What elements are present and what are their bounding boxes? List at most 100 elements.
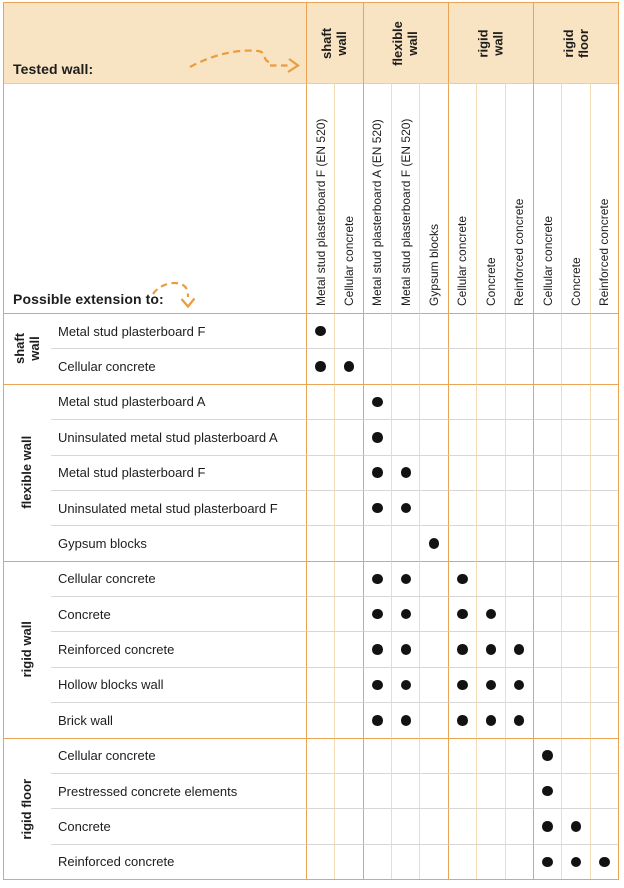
- matrix-cell: [306, 631, 335, 667]
- column-group-label: flexible wall: [390, 20, 420, 66]
- matrix-cell: [561, 454, 590, 490]
- row-label-text: Prestressed concrete elements: [58, 783, 238, 799]
- column-header-label: Metal stud plasterboard F (EN 520): [398, 118, 413, 306]
- dot-marker: [372, 715, 383, 726]
- row-label: Uninsulated metal stud plasterboard A: [51, 419, 306, 454]
- matrix-cell: [476, 419, 505, 455]
- matrix-cell: [447, 631, 477, 667]
- matrix-cell: [589, 737, 618, 773]
- matrix-cell: [504, 596, 533, 632]
- dot-marker: [457, 679, 468, 691]
- matrix-cell: [306, 560, 335, 596]
- dot-marker: [428, 538, 440, 549]
- matrix-cell: [532, 843, 562, 879]
- matrix-cell: [476, 560, 505, 596]
- row-label: Metal stud plasterboard A: [51, 383, 306, 419]
- dot-marker: [513, 679, 525, 691]
- matrix-cell: [362, 772, 392, 809]
- matrix-cell: [476, 313, 505, 349]
- matrix-cell: [561, 560, 590, 596]
- matrix-cell: [476, 454, 505, 490]
- matrix-cell: [589, 560, 618, 596]
- matrix-cell: [561, 772, 590, 809]
- column-group-label: rigid floor: [560, 28, 590, 58]
- matrix-cell: [391, 383, 420, 420]
- matrix-cell: [391, 525, 420, 561]
- matrix-cell: [589, 666, 618, 703]
- dot-marker: [400, 608, 412, 620]
- matrix-cell: [532, 525, 562, 561]
- column-header-label: Gypsum blocks: [427, 223, 442, 306]
- dot-marker: [485, 715, 497, 726]
- matrix-cell: [419, 454, 448, 490]
- matrix-cell: [589, 525, 618, 561]
- matrix-cell: [532, 383, 562, 420]
- column-group-label: shaft wall: [319, 27, 349, 59]
- matrix-cell: [419, 419, 448, 455]
- matrix-cell: [589, 348, 618, 384]
- matrix-cell: [419, 313, 448, 349]
- matrix-cell: [334, 702, 363, 738]
- matrix-cell: [334, 808, 363, 844]
- column-header-label: Metal stud plasterboard F (EN 520): [313, 118, 328, 306]
- column-header: Cellular concrete: [532, 83, 562, 313]
- matrix-cell: [504, 454, 533, 490]
- matrix-cell: [362, 419, 392, 455]
- matrix-cell: [334, 560, 363, 596]
- matrix-cell: [362, 383, 392, 420]
- dot-marker: [400, 679, 412, 691]
- matrix-cell: [391, 666, 420, 703]
- matrix-cell: [419, 666, 448, 703]
- matrix-cell: [504, 348, 533, 384]
- matrix-cell: [391, 560, 420, 596]
- dot-marker: [457, 715, 468, 726]
- matrix-cell: [532, 489, 562, 526]
- row-label: Concrete: [51, 596, 306, 631]
- matrix-cell: [334, 525, 363, 561]
- matrix-cell: [532, 737, 562, 773]
- matrix-cell: [306, 489, 335, 526]
- dot-marker: [372, 467, 383, 478]
- matrix-cell: [447, 313, 477, 349]
- matrix-cell: [362, 666, 392, 703]
- matrix-cell: [504, 808, 533, 844]
- matrix-cell: [306, 525, 335, 561]
- dot-marker: [372, 644, 383, 655]
- row-label: Reinforced concrete: [51, 843, 306, 879]
- column-header: Cellular concrete: [447, 83, 477, 313]
- matrix-cell: [362, 737, 392, 773]
- dot-marker: [542, 856, 553, 868]
- matrix-cell: [334, 419, 363, 455]
- dot-marker: [372, 573, 383, 585]
- column-group-header: shaft wall: [306, 3, 363, 83]
- matrix-cell: [306, 348, 335, 384]
- column-header: Reinforced concrete: [504, 83, 533, 313]
- matrix-cell: [561, 808, 590, 844]
- matrix-cell: [561, 737, 590, 773]
- tested-wall-label: Tested wall:: [13, 61, 94, 77]
- dot-marker: [400, 715, 412, 726]
- matrix-cell: [447, 525, 477, 561]
- dot-marker: [400, 644, 412, 655]
- matrix-cell: [419, 737, 448, 773]
- matrix-cell: [306, 808, 335, 844]
- matrix-cell: [362, 313, 392, 349]
- possible-extension-label: Possible extension to:: [13, 291, 164, 307]
- matrix-cell: [447, 596, 477, 632]
- row-label: Concrete: [51, 808, 306, 843]
- matrix-cell: [504, 772, 533, 809]
- matrix-cell: [419, 383, 448, 420]
- matrix-cell: [306, 383, 335, 420]
- matrix-cell: [334, 383, 363, 420]
- row-label-text: Metal stud plasterboard F: [58, 465, 206, 481]
- row-group-label: rigid wall: [19, 621, 35, 678]
- matrix-cell: [447, 348, 477, 384]
- matrix-cell: [391, 702, 420, 738]
- tested-wall-header-cell: Tested wall:: [4, 3, 306, 83]
- column-header-label: Reinforced concrete: [512, 198, 527, 306]
- matrix-cell: [419, 702, 448, 738]
- matrix-cell: [306, 596, 335, 632]
- dot-marker: [542, 821, 553, 832]
- matrix-cell: [419, 808, 448, 844]
- matrix-cell: [362, 525, 392, 561]
